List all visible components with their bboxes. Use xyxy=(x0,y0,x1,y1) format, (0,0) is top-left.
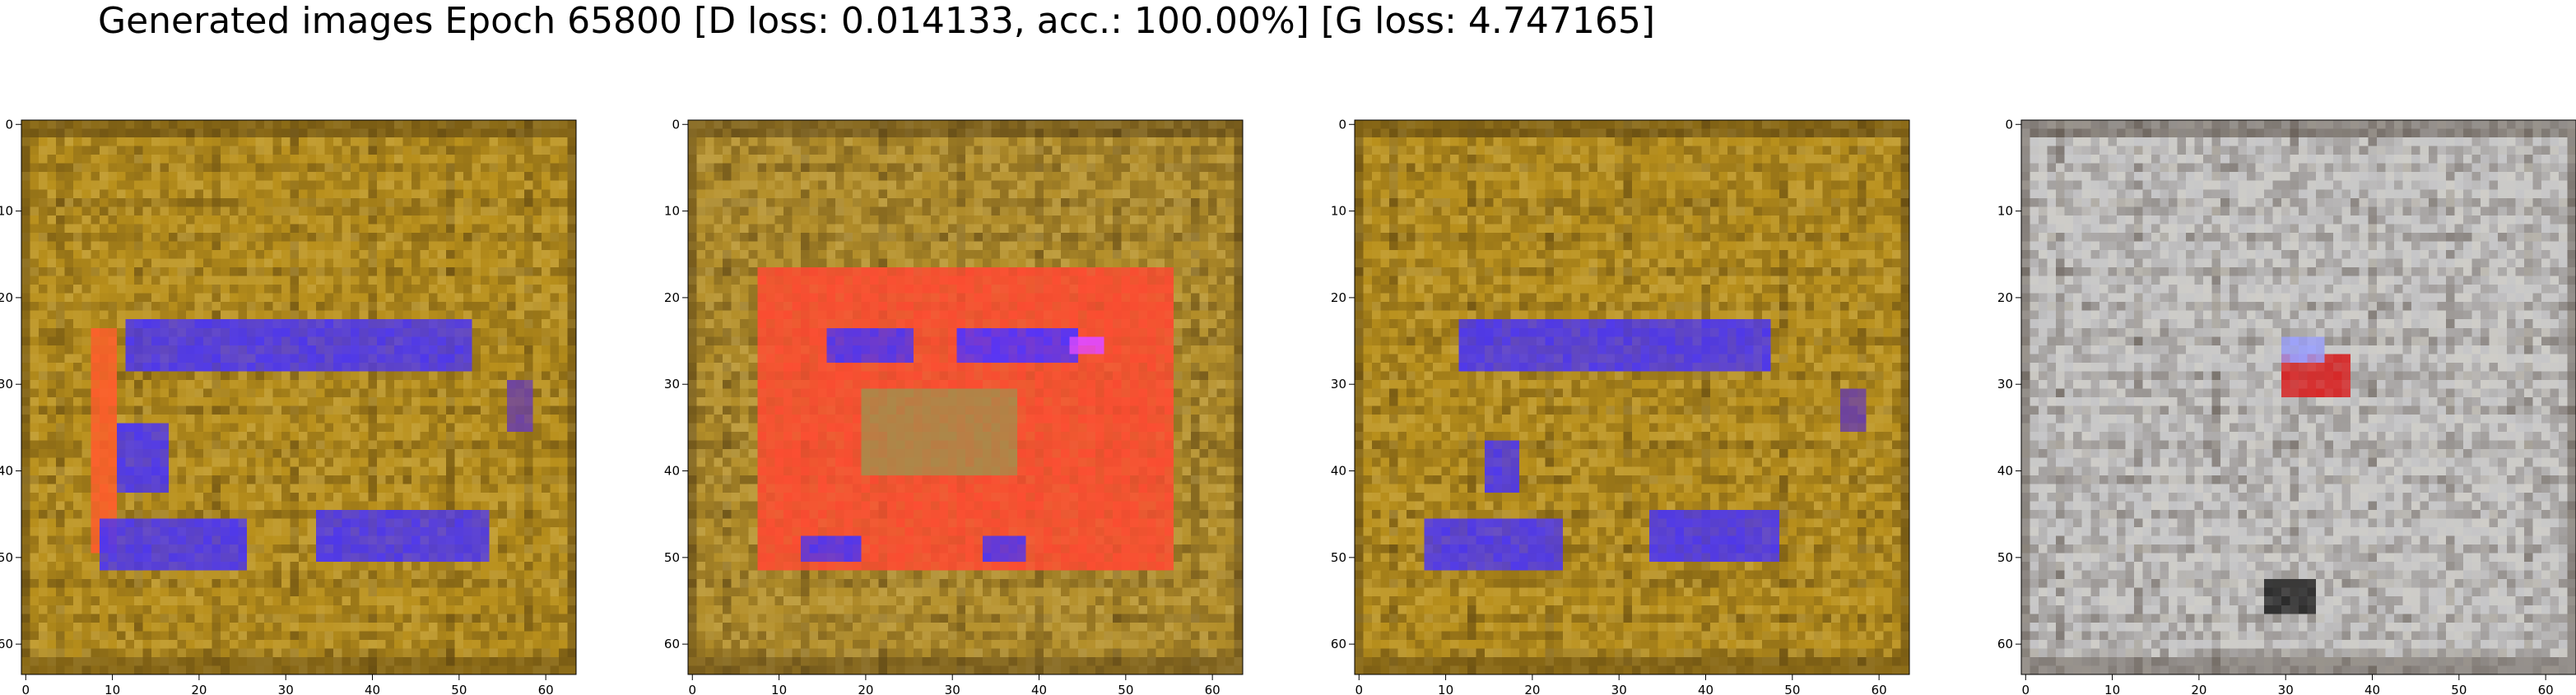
y-tick-label: 30 xyxy=(1331,377,1346,392)
image-panel-3: 0 10 20 30 40 50 60 0 10 20 30 40 50 60 xyxy=(1331,117,1910,695)
x-tick-label: 10 xyxy=(105,683,120,695)
x-tick-label: 40 xyxy=(1031,683,1047,695)
y-tick-label: 30 xyxy=(664,377,680,392)
x-tick-label: 10 xyxy=(2104,683,2120,695)
generated-image xyxy=(688,120,1244,675)
y-tick-label: 30 xyxy=(1997,377,2013,392)
axes-frame xyxy=(21,119,577,675)
x-tick-label: 0 xyxy=(2021,683,2030,695)
x-tick-label: 40 xyxy=(1698,683,1713,695)
generated-image xyxy=(1355,120,1910,675)
x-tick-label: 40 xyxy=(365,683,380,695)
y-tick-label: 20 xyxy=(0,290,13,305)
x-tick-label: 10 xyxy=(1438,683,1453,695)
x-tick-label: 20 xyxy=(858,683,873,695)
y-tick-label: 50 xyxy=(1331,550,1346,565)
y-tick-label: 50 xyxy=(1997,550,2013,565)
y-tick-label: 30 xyxy=(0,377,13,392)
x-tick-label: 60 xyxy=(538,683,554,695)
x-tick-label: 20 xyxy=(2191,683,2206,695)
figure-title: Generated images Epoch 65800 [D loss: 0.… xyxy=(97,0,1656,42)
y-tick-label: 20 xyxy=(664,290,680,305)
y-tick-label: 40 xyxy=(1331,464,1346,479)
x-tick-label: 20 xyxy=(191,683,207,695)
x-tick-label: 30 xyxy=(945,683,960,695)
x-tick-label: 50 xyxy=(1784,683,1800,695)
x-tick-label: 20 xyxy=(1524,683,1540,695)
y-tick-label: 0 xyxy=(5,117,13,132)
x-tick-label: 60 xyxy=(2538,683,2554,695)
y-tick-label: 10 xyxy=(1997,204,2013,219)
y-tick-label: 20 xyxy=(1331,290,1346,305)
x-tick-label: 30 xyxy=(1611,683,1627,695)
axes-frame xyxy=(1354,119,1910,675)
x-tick-label: 0 xyxy=(688,683,696,695)
y-tick-label: 60 xyxy=(0,637,13,651)
y-tick-label: 20 xyxy=(1997,290,2013,305)
generated-image xyxy=(21,120,577,675)
y-tick-label: 60 xyxy=(664,637,680,651)
x-tick-label: 60 xyxy=(1872,683,1887,695)
y-tick-label: 40 xyxy=(0,464,13,479)
y-tick-label: 60 xyxy=(1997,637,2013,651)
x-tick-label: 30 xyxy=(278,683,294,695)
x-tick-label: 50 xyxy=(1118,683,1133,695)
image-panel-2: 0 10 20 30 40 50 60 0 10 20 30 40 50 60 xyxy=(664,117,1244,695)
y-tick-label: 60 xyxy=(1331,637,1346,651)
y-tick-label: 0 xyxy=(672,117,680,132)
x-tick-label: 0 xyxy=(21,683,30,695)
image-panel-1: 0 10 20 30 40 50 60 0 10 20 30 40 50 60 xyxy=(0,117,577,695)
x-tick-label: 40 xyxy=(2364,683,2380,695)
y-tick-label: 0 xyxy=(1338,117,1346,132)
y-tick-label: 10 xyxy=(1331,204,1346,219)
image-panel-4: 0 10 20 30 40 50 60 0 10 20 30 40 50 60 xyxy=(1997,117,2576,695)
y-tick-label: 50 xyxy=(664,550,680,565)
x-tick-label: 10 xyxy=(771,683,787,695)
x-tick-label: 50 xyxy=(451,683,467,695)
y-tick-label: 0 xyxy=(2005,117,2013,132)
y-tick-label: 50 xyxy=(0,550,13,565)
generated-image xyxy=(2021,120,2576,675)
x-tick-label: 60 xyxy=(1205,683,1221,695)
y-tick-label: 10 xyxy=(0,204,13,219)
x-tick-label: 0 xyxy=(1355,683,1363,695)
axes-frame xyxy=(687,119,1244,675)
y-tick-label: 40 xyxy=(1997,464,2013,479)
axes-frame xyxy=(2020,119,2576,675)
x-tick-label: 50 xyxy=(2451,683,2467,695)
y-tick-label: 40 xyxy=(664,464,680,479)
y-tick-label: 10 xyxy=(664,204,680,219)
x-tick-label: 30 xyxy=(2278,683,2294,695)
